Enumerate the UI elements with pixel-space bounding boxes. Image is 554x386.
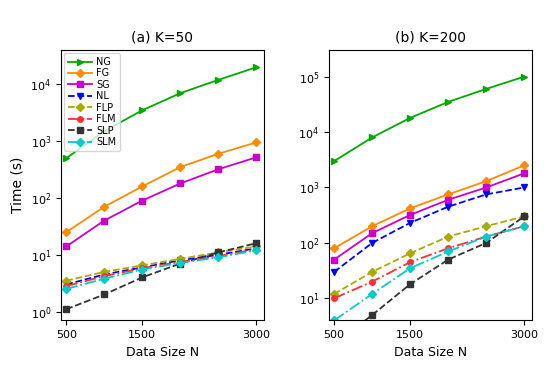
FLM <box>63 284 70 288</box>
FLP <box>63 278 70 283</box>
SLP <box>101 292 107 297</box>
SLM <box>177 261 183 265</box>
FLM <box>139 266 146 271</box>
NG <box>177 91 183 95</box>
NL <box>101 272 107 277</box>
FG <box>101 205 107 209</box>
NG <box>101 129 107 134</box>
FLP <box>253 244 260 249</box>
SLM <box>253 248 260 252</box>
SLP <box>215 250 222 255</box>
Line: NG: NG <box>63 64 260 162</box>
NG <box>63 156 70 161</box>
FLP <box>101 269 107 274</box>
NG <box>253 65 260 69</box>
FLM <box>177 259 183 264</box>
Legend: NG, FG, SG, NL, FLP, FLM, SLP, SLM: NG, FG, SG, NL, FLP, FLM, SLP, SLM <box>64 53 120 151</box>
SG <box>101 218 107 223</box>
Line: SLP: SLP <box>64 240 259 312</box>
SG <box>177 181 183 186</box>
SG <box>215 167 222 172</box>
FG <box>139 184 146 189</box>
SLP <box>63 307 70 312</box>
Y-axis label: Time (s): Time (s) <box>11 157 25 213</box>
SLM <box>139 267 146 272</box>
Line: FLM: FLM <box>64 247 259 289</box>
SLM <box>101 276 107 281</box>
Title: (b) K=200: (b) K=200 <box>395 31 466 45</box>
NL <box>215 252 222 257</box>
FLP <box>215 250 222 255</box>
SG <box>63 244 70 249</box>
FLM <box>215 254 222 258</box>
NG <box>215 78 222 82</box>
SLP <box>177 261 183 266</box>
NG <box>139 108 146 113</box>
NL <box>177 258 183 262</box>
Line: SG: SG <box>64 154 259 249</box>
SLM <box>63 287 70 291</box>
SLP <box>253 241 260 245</box>
NL <box>63 282 70 287</box>
FLP <box>139 263 146 268</box>
Line: FG: FG <box>64 140 259 235</box>
NL <box>139 265 146 270</box>
Line: SLM: SLM <box>64 247 259 292</box>
Title: (a) K=50: (a) K=50 <box>131 31 193 45</box>
Line: FLP: FLP <box>64 244 259 283</box>
X-axis label: Data Size N: Data Size N <box>126 345 199 359</box>
SG <box>253 155 260 160</box>
FLM <box>253 247 260 252</box>
FG <box>215 151 222 156</box>
SLM <box>215 255 222 260</box>
FG <box>63 230 70 234</box>
FG <box>177 165 183 169</box>
FG <box>253 140 260 145</box>
FLP <box>177 256 183 261</box>
X-axis label: Data Size N: Data Size N <box>394 345 467 359</box>
NL <box>253 246 260 251</box>
Line: NL: NL <box>64 245 259 287</box>
FLM <box>101 274 107 278</box>
SG <box>139 198 146 203</box>
SLP <box>139 275 146 280</box>
